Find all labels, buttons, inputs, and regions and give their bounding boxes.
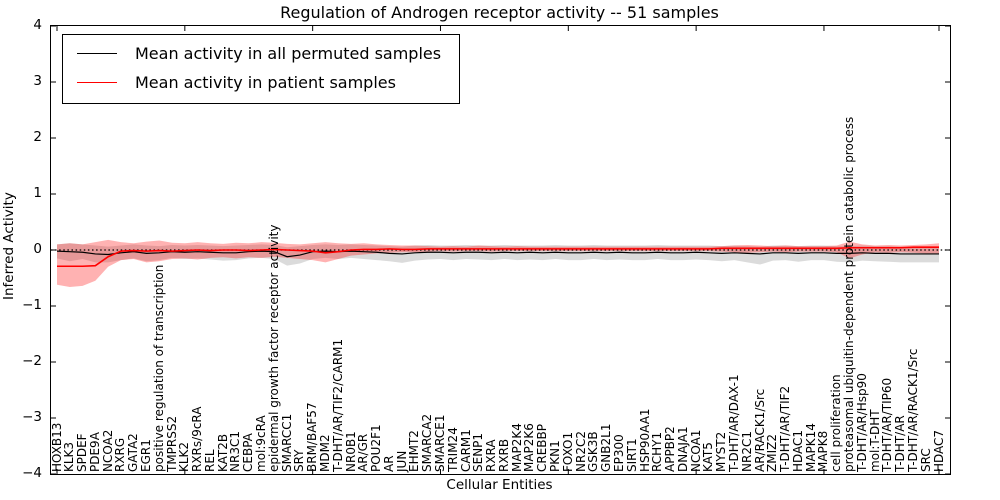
plot-area: HOXB13 KLK3 SPDEF PDE9A NCOA2 RXRG GATA2 EGR1 po… bbox=[50, 25, 951, 475]
legend-label-permuted: Mean activity in all permuted samples bbox=[135, 44, 442, 63]
patient-mean-line bbox=[57, 246, 939, 268]
legend-line-permuted-icon bbox=[77, 53, 117, 54]
y-tick-label: 0 bbox=[33, 241, 42, 257]
y-tick-label: 3 bbox=[33, 73, 42, 89]
legend-item-patient: Mean activity in patient samples bbox=[77, 73, 441, 92]
x-axis-label: Cellular Entities bbox=[446, 477, 553, 493]
patient-band bbox=[57, 239, 939, 287]
legend-item-permuted: Mean activity in all permuted samples bbox=[77, 44, 441, 63]
y-tick-label: 4 bbox=[33, 17, 42, 33]
permuted-mean-line bbox=[56, 250, 939, 258]
y-tick-labels: 4 3 2 1 0 −1 −2 −3 −4 bbox=[0, 0, 46, 500]
chart-title: Regulation of Androgen receptor activity… bbox=[280, 3, 719, 22]
y-tick-label: −1 bbox=[22, 297, 42, 313]
legend: Mean activity in all permuted samples Me… bbox=[62, 34, 461, 104]
y-tick-label: −2 bbox=[22, 353, 42, 369]
y-tick-label: −4 bbox=[22, 465, 42, 481]
legend-label-patient: Mean activity in patient samples bbox=[135, 73, 396, 92]
y-tick-label: 1 bbox=[33, 185, 42, 201]
y-tick-label: 2 bbox=[33, 129, 42, 145]
y-tick-label: −3 bbox=[22, 409, 42, 425]
plot-canvas bbox=[51, 26, 950, 474]
legend-line-patient-icon bbox=[77, 82, 117, 83]
